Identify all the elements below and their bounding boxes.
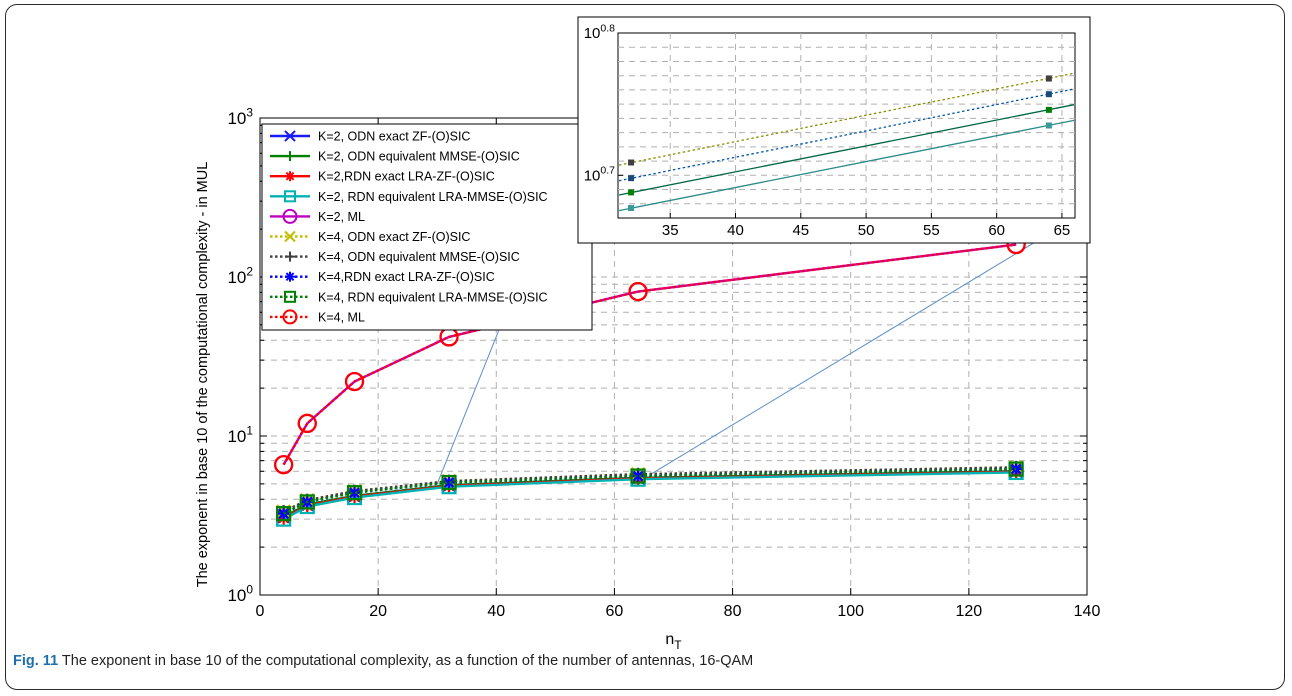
legend-label: K=2,RDN exact LRA-ZF-(O)SIC (318, 170, 495, 184)
legend-item: K=4, ODN exact ZF-(O)SIC (270, 230, 470, 244)
inset-y-tick-label: 100.8 (584, 22, 615, 42)
x-tick-label: 20 (369, 603, 387, 620)
inset-x-tick-label: 40 (727, 222, 744, 239)
inset-series-3 (618, 104, 1075, 196)
main-series (274, 234, 1026, 527)
legend-item: K=2, ML (270, 208, 365, 224)
legend-marker (284, 230, 296, 243)
inset-line (618, 72, 1075, 166)
legend-item: K=4, ML (270, 309, 365, 325)
legend-box (261, 123, 593, 331)
legend-marker (284, 190, 296, 203)
inset-point (628, 159, 635, 166)
legend-label: K=4,RDN exact LRA-ZF-(O)SIC (318, 270, 495, 284)
legend-label: K=2, ODN exact ZF-(O)SIC (318, 130, 470, 144)
x-tick-label: 60 (606, 603, 624, 620)
legend-marker (282, 208, 298, 224)
inset-x-tick-label: 65 (1054, 222, 1071, 239)
zoom-line (649, 217, 1076, 476)
figure-caption: Fig. 11 The exponent in base 10 of the c… (13, 653, 753, 669)
legend-label: K=4, ODN equivalent MMSE-(O)SIC (318, 250, 520, 264)
inset-series-1 (618, 72, 1075, 166)
main-axis-ticks: 0 20 40 60 80 100 120 140 100 101 102 103 (227, 105, 1100, 620)
legend-marker (285, 251, 295, 262)
inset-x-tick-label: 45 (792, 222, 809, 239)
inset-point (1045, 91, 1052, 98)
legend: K=2, ODN exact ZF-(O)SIC K=2, ODN equival… (261, 123, 593, 331)
inset-y-tick-label: 100.7 (584, 165, 615, 185)
y-tick-label: 102 (227, 264, 253, 287)
inset-series-2 (618, 88, 1075, 182)
inset-axes-box (617, 32, 1076, 219)
x-tick-label: 120 (956, 603, 983, 620)
legend-label: K=4, ML (318, 310, 365, 324)
y-tick-label: 100 (227, 582, 253, 605)
data-point (348, 486, 362, 500)
inset-point (1045, 122, 1052, 129)
legend-label: K=4, RDN equivalent LRA-MMSE-(O)SIC (318, 290, 548, 304)
legend-item: K=4, RDN equivalent LRA-MMSE-(O)SIC (270, 290, 548, 304)
legend-marker (285, 171, 295, 182)
x-tick-label: 100 (837, 603, 864, 620)
legend-label: K=2, ML (318, 210, 365, 224)
caption-label: Fig. 11 (13, 653, 59, 669)
legend-item: K=2,RDN exact LRA-ZF-(O)SIC (270, 170, 495, 184)
legend-marker (285, 271, 295, 282)
data-point (276, 506, 292, 522)
y-tick-label: 101 (227, 423, 253, 446)
data-point (299, 494, 315, 510)
x-tick-label: 140 (1074, 603, 1101, 620)
caption-text: The exponent in base 10 of the computati… (61, 653, 754, 669)
data-point (441, 474, 457, 491)
inset-point (1045, 75, 1052, 82)
y-axis-label: The exponent in base 10 of the computati… (195, 162, 211, 588)
series-7 (277, 460, 1023, 519)
y-tick-label: 103 (227, 105, 253, 128)
inset-point (628, 205, 635, 212)
data-point (346, 485, 363, 501)
inset-x-tick-label: 35 (662, 222, 679, 239)
series-9 (276, 461, 1024, 522)
data-point (274, 455, 294, 475)
data-point (628, 281, 648, 302)
x-tick-label: 40 (487, 603, 505, 620)
legend-item: K=4,RDN exact LRA-ZF-(O)SIC (270, 270, 495, 284)
inset-x-tick-label: 55 (923, 222, 940, 239)
data-point (1008, 461, 1024, 477)
inset-zoom: 35 40 45 50 55 60 65 100.7 100.8 (577, 16, 1091, 244)
x-tick-label: 0 (256, 603, 265, 620)
x-axis-label: nT (665, 631, 682, 652)
inset-series-4 (618, 119, 1075, 212)
series-line (283, 471, 1017, 521)
legend-item: K=2, ODN exact ZF-(O)SIC (270, 130, 470, 144)
data-point (297, 413, 317, 434)
legend-item: K=4, ODN equivalent MMSE-(O)SIC (270, 250, 520, 264)
data-point (344, 371, 365, 392)
legend-marker (284, 290, 296, 303)
figure-frame (5, 4, 1285, 690)
legend-marker (285, 151, 295, 162)
data-point (631, 469, 645, 483)
legend-marker (284, 130, 296, 142)
inset-x-tick-label: 60 (988, 222, 1005, 239)
inset-point (628, 189, 635, 196)
legend-item: K=2, RDN equivalent LRA-MMSE-(O)SIC (270, 190, 548, 204)
inset-line (618, 88, 1075, 182)
legend-marker (282, 309, 298, 325)
inset-point (628, 175, 635, 182)
data-point (630, 468, 646, 484)
inset-x-tick-label: 50 (858, 222, 875, 239)
series-line (283, 467, 1017, 515)
inset-line (618, 119, 1075, 212)
x-tick-label: 80 (724, 603, 742, 620)
inset-point (1045, 106, 1052, 113)
legend-label: K=4, ODN exact ZF-(O)SIC (318, 230, 470, 244)
legend-item: K=2, ODN equivalent MMSE-(O)SIC (270, 150, 520, 164)
legend-label: K=2, ODN equivalent MMSE-(O)SIC (318, 150, 520, 164)
inset-line (618, 104, 1075, 196)
legend-label: K=2, RDN equivalent LRA-MMSE-(O)SIC (318, 190, 548, 204)
